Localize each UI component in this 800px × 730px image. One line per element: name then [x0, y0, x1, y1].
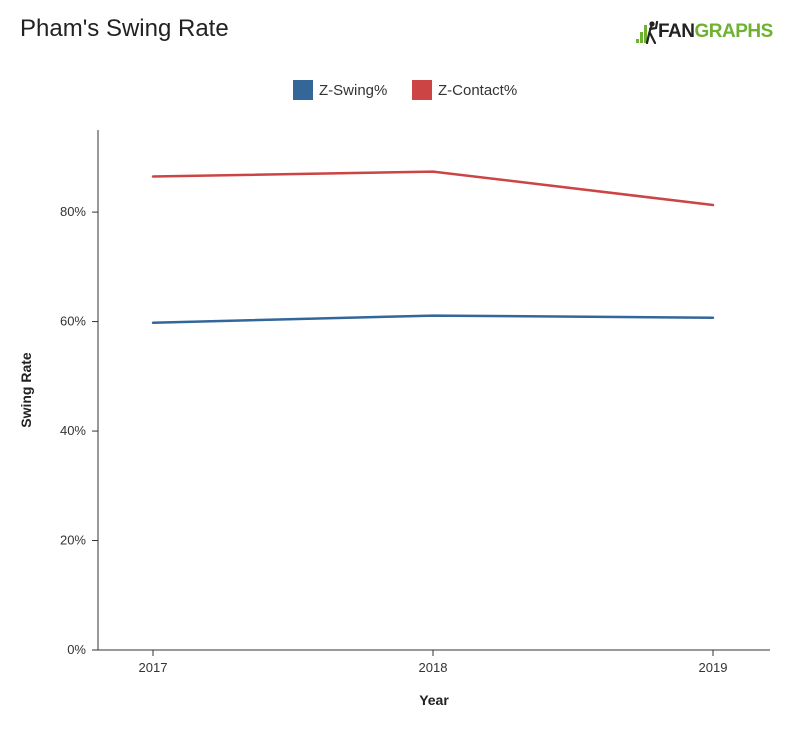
legend-swatch: [412, 80, 432, 100]
chart-title: Pham's Swing Rate: [20, 15, 229, 42]
legend-label: Z-Contact%: [438, 82, 517, 99]
logo-text-fan: FAN: [658, 21, 695, 42]
fangraphs-logo: FAN GRAPHS: [636, 20, 773, 44]
x-ticks: 2017 2018 2019: [139, 650, 728, 675]
x-tick-label: 2018: [419, 660, 448, 675]
y-tick-label: 80%: [60, 204, 86, 219]
legend-label: Z-Swing%: [319, 82, 387, 99]
y-axis-title: Swing Rate: [18, 352, 34, 428]
x-axis-title: Year: [419, 692, 449, 708]
x-tick-label: 2019: [699, 660, 728, 675]
y-tick-label: 40%: [60, 423, 86, 438]
y-tick-label: 20%: [60, 533, 86, 548]
series-line-z-swing: [151, 314, 715, 324]
logo-text-graphs: GRAPHS: [694, 21, 774, 42]
legend: Z-Swing% Z-Contact%: [293, 80, 517, 100]
axes: [97, 130, 770, 651]
x-tick-label: 2017: [139, 660, 168, 675]
y-tick-label: 0%: [67, 642, 86, 657]
fangraphs-batter-icon: [636, 20, 658, 44]
series-line-z-contact: [151, 170, 715, 207]
y-ticks: 0% 20% 40% 60% 80%: [60, 204, 98, 657]
series-group: [151, 170, 715, 324]
y-tick-label: 60%: [60, 314, 86, 329]
legend-swatch: [293, 80, 313, 100]
